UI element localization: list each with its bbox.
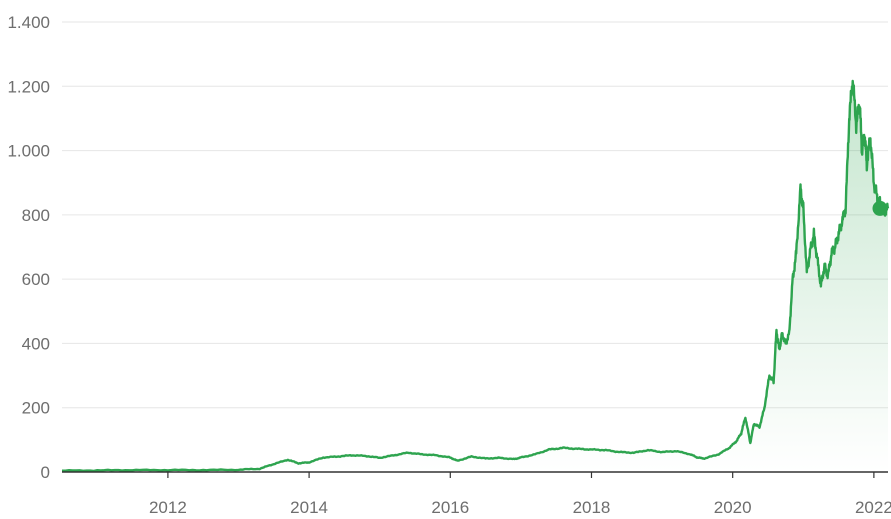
y-tick-label: 1.400 [7, 13, 50, 32]
y-tick-label: 400 [22, 334, 50, 353]
x-tick-label: 2022 [855, 498, 891, 517]
x-tick-label: 2014 [290, 498, 328, 517]
y-tick-label: 800 [22, 206, 50, 225]
price-line-path [62, 81, 888, 471]
x-axis-labels: 2012 2014 2016 2018 2020 2022 [149, 498, 891, 517]
x-tick-label: 2018 [573, 498, 611, 517]
y-tick-label: 200 [22, 399, 50, 418]
x-tick-label: 2016 [431, 498, 469, 517]
last-value-marker-layer [873, 201, 888, 216]
price-area-fill [62, 81, 888, 472]
gridlines [62, 22, 888, 408]
last-value-marker [873, 201, 888, 216]
y-tick-label: 0 [41, 463, 50, 482]
y-tick-label: 600 [22, 270, 50, 289]
y-axis-labels: 0 200 400 600 800 1.000 1.200 1.400 [7, 13, 50, 482]
price-area [62, 81, 888, 472]
x-tick-label: 2020 [714, 498, 752, 517]
y-tick-label: 1.000 [7, 142, 50, 161]
x-axis [62, 472, 888, 478]
price-line [62, 81, 888, 471]
y-tick-label: 1.200 [7, 77, 50, 96]
x-tick-label: 2012 [149, 498, 187, 517]
